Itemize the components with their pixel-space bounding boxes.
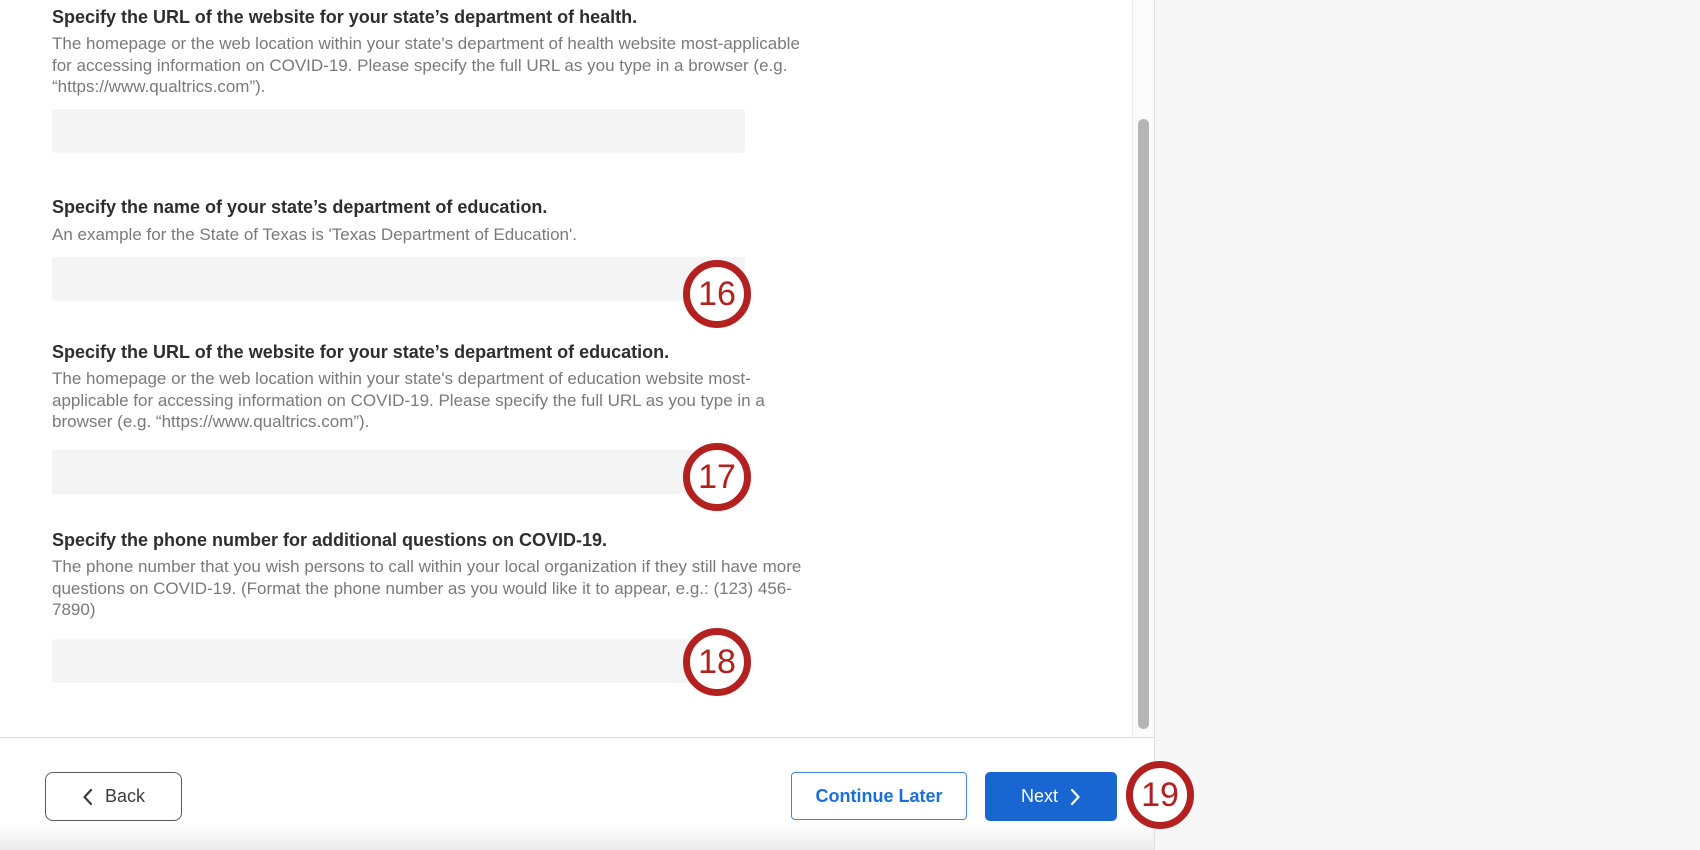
annotation-number: 16 <box>698 275 736 313</box>
health-url-input[interactable] <box>52 109 745 153</box>
question-description-education-name: An example for the State of Texas is 'Te… <box>52 225 577 244</box>
chevron-right-icon <box>1070 788 1080 805</box>
continue-later-label: Continue Later <box>815 785 943 806</box>
question-description-phone-number: The phone number that you wish persons t… <box>52 557 802 619</box>
education-name-input[interactable] <box>52 257 745 301</box>
chevron-left-icon <box>83 788 93 805</box>
back-button-label: Back <box>104 786 146 806</box>
scrollbar-thumb[interactable] <box>1138 119 1149 729</box>
question-label-education-url: Specify the URL of the website for your … <box>52 342 670 362</box>
footer-shadow <box>0 824 1154 850</box>
annotation-number: 19 <box>1141 776 1179 814</box>
question-description-health-url: The homepage or the web location within … <box>52 34 800 96</box>
continue-later-button[interactable]: Continue Later <box>791 772 967 820</box>
annotation-marker-16: 16 <box>683 260 751 328</box>
education-url-input[interactable] <box>52 450 745 494</box>
form-content-area: Specify the URL of the website for your … <box>52 7 802 683</box>
back-button[interactable]: Back <box>45 772 182 821</box>
phone-number-input[interactable] <box>52 639 745 683</box>
annotation-marker-18: 18 <box>683 628 751 696</box>
next-button[interactable]: Next <box>985 772 1117 821</box>
annotation-number: 17 <box>698 458 736 496</box>
right-pane-background: they are experiencing 2. Respondents wil… <box>1154 0 1700 850</box>
annotation-marker-17: 17 <box>683 443 751 511</box>
vertical-scrollbar[interactable] <box>1132 0 1154 738</box>
next-button-label: Next <box>1020 786 1058 806</box>
question-label-phone-number: Specify the phone number for additional … <box>52 530 608 550</box>
footer-divider <box>0 737 1154 738</box>
annotation-number: 18 <box>698 643 736 681</box>
question-label-education-name: Specify the name of your state’s departm… <box>52 197 548 217</box>
annotation-marker-19: 19 <box>1126 761 1194 829</box>
question-description-education-url: The homepage or the web location within … <box>52 369 765 431</box>
question-label-health-url: Specify the URL of the website for your … <box>52 7 638 27</box>
